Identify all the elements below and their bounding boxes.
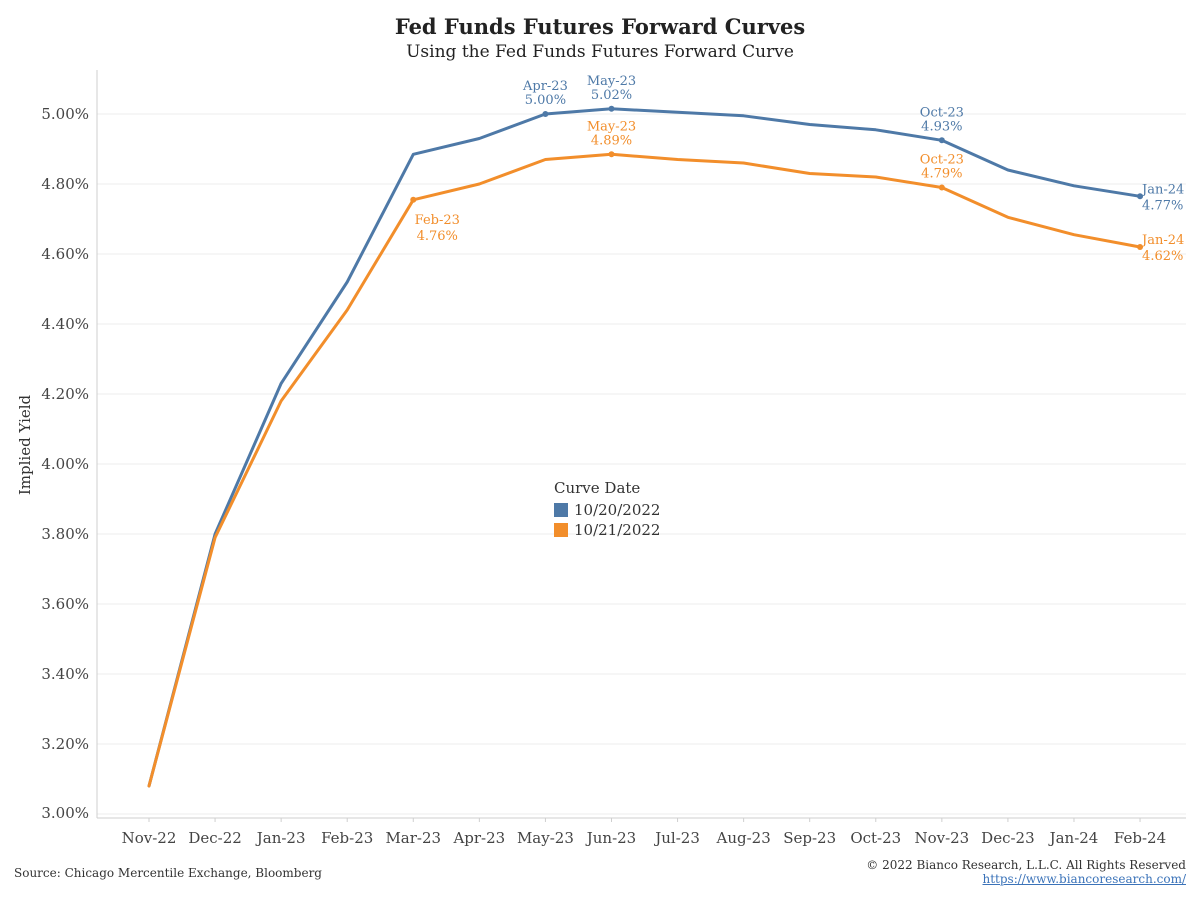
y-tick-label: 4.00% (41, 455, 89, 473)
annotation-date: May-23 (587, 119, 636, 134)
annotation-value: 4.79% (921, 167, 962, 182)
x-tick-label: Nov-22 (122, 829, 177, 847)
x-tick-label: Apr-23 (452, 829, 505, 847)
annotation-marker (1137, 244, 1144, 250)
legend: Curve Date 10/20/2022 10/21/2022 (554, 479, 660, 540)
annotation-date: May-23 (587, 74, 636, 89)
annotation-value: 4.93% (921, 119, 962, 134)
chart-subtitle: Using the Fed Funds Futures Forward Curv… (406, 42, 794, 62)
annotation-date: Feb-23 (415, 213, 460, 228)
annotation-value: 4.76% (417, 229, 458, 244)
x-tick-label: Jun-23 (585, 829, 637, 847)
annotation-marker (608, 105, 615, 112)
website-link[interactable]: https://www.biancoresearch.com/ (982, 872, 1186, 886)
x-tick-label: Jan-23 (255, 829, 306, 847)
x-tick-label: Feb-24 (1114, 829, 1166, 847)
y-tick-label: 3.80% (41, 525, 89, 543)
annotation-value: 5.02% (591, 88, 632, 103)
source-note: Source: Chicago Mercentile Exchange, Blo… (14, 866, 322, 880)
copyright-text: © 2022 Bianco Research, L.L.C. All Right… (866, 858, 1186, 872)
x-tick-label: May-23 (517, 829, 574, 847)
legend-item-1020[interactable]: 10/20/2022 (554, 500, 660, 520)
y-tick-label: 3.20% (41, 735, 89, 753)
annotation-value: 4.62% (1142, 249, 1183, 264)
x-tick-label: Dec-22 (188, 829, 241, 847)
y-tick-label: 4.80% (41, 175, 89, 193)
chart-title: Fed Funds Futures Forward Curves (394, 14, 806, 39)
x-axis-ticks: Nov-22 Dec-22 Jan-23 Feb-23 Mar-23 Apr-23 May-… (122, 818, 1166, 847)
series-line-0 (147, 107, 1142, 788)
copyright-block: © 2022 Bianco Research, L.L.C. All Right… (866, 858, 1186, 886)
annotation-date: Oct-23 (920, 153, 964, 168)
annotation-date: Apr-23 (522, 79, 568, 94)
y-tick-label: 4.20% (41, 385, 89, 403)
annotation-marker (938, 137, 945, 144)
annotation-date: Jan-24 (1140, 233, 1184, 248)
annotation-value: 5.00% (525, 93, 566, 108)
legend-label: 10/21/2022 (574, 521, 661, 539)
y-tick-label: 4.60% (41, 245, 89, 263)
gridlines (97, 113, 1186, 815)
x-tick-label: Jan-24 (1048, 829, 1099, 847)
annotation-marker (1137, 193, 1144, 200)
annotations: Apr-235.00%May-235.02%Oct-234.93%Jan-244… (410, 74, 1184, 264)
annotation-marker (938, 184, 945, 191)
annotation-value: 4.89% (591, 133, 632, 148)
annotation-marker (608, 151, 615, 158)
series-lines (147, 107, 1142, 788)
y-tick-label: 3.60% (41, 595, 89, 613)
x-tick-label: Mar-23 (385, 829, 441, 847)
x-tick-label: Aug-23 (715, 829, 770, 847)
legend-title: Curve Date (554, 479, 641, 497)
x-tick-label: Feb-23 (321, 829, 373, 847)
x-tick-label: Jul-23 (653, 829, 700, 847)
legend-item-1021[interactable]: 10/21/2022 (554, 520, 660, 540)
x-tick-label: Dec-23 (981, 829, 1034, 847)
x-tick-label: Sep-23 (783, 829, 836, 847)
annotation-marker (542, 111, 549, 117)
annotation-value: 4.77% (1142, 198, 1183, 213)
legend-label: 10/20/2022 (574, 501, 661, 519)
annotation-date: Jan-24 (1140, 182, 1184, 197)
x-tick-label: Oct-23 (850, 829, 901, 847)
legend-swatch (554, 523, 568, 537)
axes (96, 70, 1186, 819)
y-tick-label: 3.40% (41, 665, 89, 683)
y-tick-label: 5.00% (41, 105, 89, 123)
legend-swatch (554, 503, 568, 517)
y-tick-label: 4.40% (41, 315, 89, 333)
annotation-date: Oct-23 (920, 105, 964, 120)
y-tick-label: 3.00% (41, 804, 89, 822)
annotation-marker (410, 196, 417, 203)
series-line-1 (147, 152, 1142, 788)
y-axis-title: Implied Yield (16, 394, 34, 496)
x-tick-label: Nov-23 (914, 829, 969, 847)
y-axis-ticks: 3.00% 3.20% 3.40% 3.60% 3.80% 4.00% 4.20% 4.40%… (41, 105, 89, 822)
